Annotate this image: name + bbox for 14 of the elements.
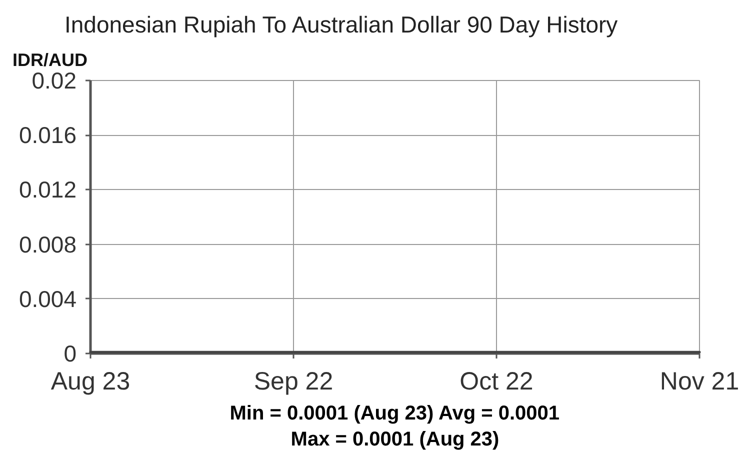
y-tick-label: 0.02 (32, 68, 76, 94)
y-tick-label: 0.004 (18, 286, 77, 312)
chart-title: Indonesian Rupiah To Australian Dollar 90 Day History (64, 12, 618, 38)
y-axis-title: IDR/AUD (12, 50, 88, 70)
y-tick-label: 0.012 (18, 176, 77, 203)
x-tick-label: Nov 21 (660, 368, 740, 396)
x-tick-label: Sep 22 (254, 368, 334, 396)
y-tick-label: 0 (64, 340, 77, 366)
x-tick-label: Aug 23 (50, 368, 130, 396)
x-tick-label: Oct 22 (460, 368, 534, 396)
text: Min = 0.0001 (Aug 23) Avg = 0.0001 (230, 402, 560, 424)
text: Max = 0.0001 (Aug 23) (290, 428, 500, 450)
y-tick-label: 0.008 (18, 231, 77, 258)
y-tick-label: 0.016 (18, 122, 77, 148)
